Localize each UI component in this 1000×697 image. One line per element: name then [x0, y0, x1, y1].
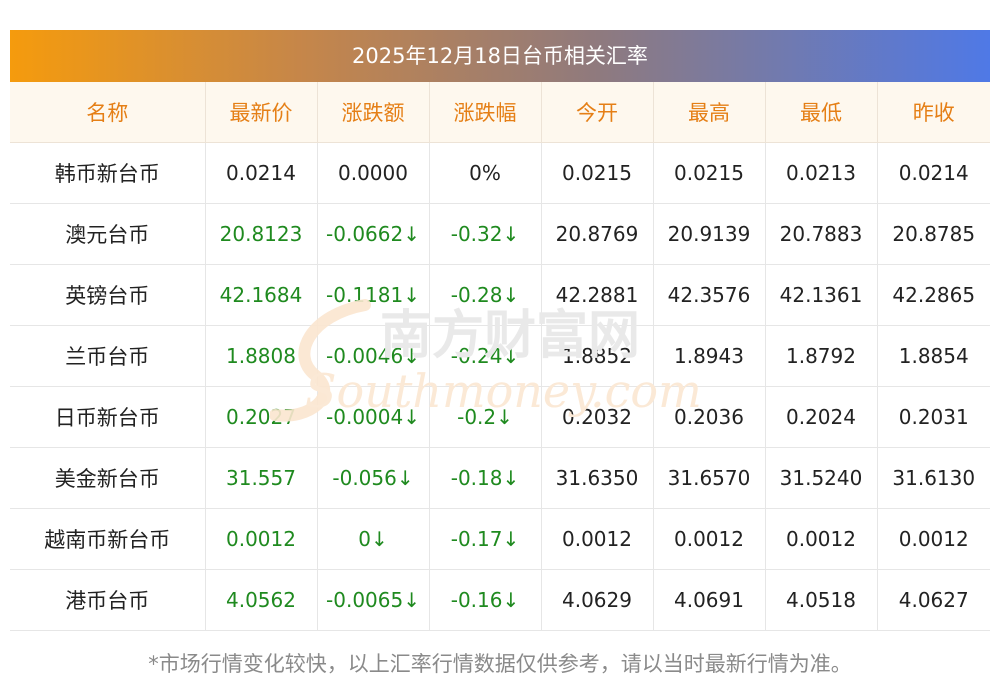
- change-amount: -0.0065↓: [316, 569, 429, 631]
- change-amount: -0.1181↓: [316, 264, 429, 326]
- change-percent: -0.18↓: [428, 447, 541, 509]
- open-price: 4.0629: [540, 569, 653, 631]
- header-change: 涨跌额: [316, 82, 429, 143]
- prev-close-price: 4.0627: [876, 569, 990, 631]
- high-price: 1.8943: [652, 325, 765, 387]
- currency-pair-name: 韩币新台币: [10, 142, 205, 204]
- latest-price: 20.8123: [204, 203, 317, 265]
- high-price: 4.0691: [652, 569, 765, 631]
- currency-pair-name: 日币新台币: [10, 386, 205, 448]
- currency-pair-name: 英镑台币: [10, 264, 205, 326]
- open-price: 0.2032: [540, 386, 653, 448]
- change-percent: -0.2↓: [428, 386, 541, 448]
- latest-price: 1.8808: [204, 325, 317, 387]
- low-price: 0.0012: [764, 508, 877, 570]
- table-row: 英镑台币 42.1684 -0.1181↓ -0.28↓ 42.2881 42.3576 4…: [10, 264, 990, 326]
- change-percent: -0.28↓: [428, 264, 541, 326]
- low-price: 0.0213: [764, 142, 877, 204]
- open-price: 42.2881: [540, 264, 653, 326]
- header-latest: 最新价: [204, 82, 317, 143]
- prev-close-price: 42.2865: [876, 264, 990, 326]
- change-amount: -0.0046↓: [316, 325, 429, 387]
- header-high: 最高: [652, 82, 765, 143]
- table-row: 港币台币 4.0562 -0.0065↓ -0.16↓ 4.0629 4.0691 4.05…: [10, 569, 990, 631]
- prev-close-price: 31.6130: [876, 447, 990, 509]
- exchange-rate-table: 名称 最新价 涨跌额 涨跌幅 今开 最高 最低 昨收 韩币新台币 0.0214 0.…: [10, 82, 990, 631]
- table-row: 美金新台币 31.557 -0.056↓ -0.18↓ 31.6350 31.6570 31…: [10, 447, 990, 509]
- table-header-row: 名称 最新价 涨跌额 涨跌幅 今开 最高 最低 昨收: [10, 82, 990, 143]
- latest-price: 0.0012: [204, 508, 317, 570]
- latest-price: 42.1684: [204, 264, 317, 326]
- latest-price: 0.2027: [204, 386, 317, 448]
- change-percent: -0.16↓: [428, 569, 541, 631]
- currency-pair-name: 美金新台币: [10, 447, 205, 509]
- disclaimer-footnote: *市场行情变化较快，以上汇率行情数据仅供参考，请以当时最新行情为准。: [148, 652, 852, 676]
- header-low: 最低: [764, 82, 877, 143]
- prev-close-price: 0.2031: [876, 386, 990, 448]
- currency-pair-name: 港币台币: [10, 569, 205, 631]
- latest-price: 31.557: [204, 447, 317, 509]
- change-amount: -0.0004↓: [316, 386, 429, 448]
- currency-pair-name: 越南币新台币: [10, 508, 205, 570]
- change-amount: -0.0662↓: [316, 203, 429, 265]
- table-row: 兰币台币 1.8808 -0.0046↓ -0.24↓ 1.8852 1.8943 1.87…: [10, 325, 990, 387]
- low-price: 4.0518: [764, 569, 877, 631]
- low-price: 20.7883: [764, 203, 877, 265]
- high-price: 0.0215: [652, 142, 765, 204]
- header-prev-close: 昨收: [876, 82, 990, 143]
- table-row: 越南币新台币 0.0012 0↓ -0.17↓ 0.0012 0.0012 0.0012 0.…: [10, 508, 990, 570]
- latest-price: 4.0562: [204, 569, 317, 631]
- table-row: 日币新台币 0.2027 -0.0004↓ -0.2↓ 0.2032 0.2036 0.20…: [10, 386, 990, 448]
- prev-close-price: 1.8854: [876, 325, 990, 387]
- high-price: 0.2036: [652, 386, 765, 448]
- prev-close-price: 20.8785: [876, 203, 990, 265]
- high-price: 0.0012: [652, 508, 765, 570]
- header-open: 今开: [540, 82, 653, 143]
- prev-close-price: 0.0012: [876, 508, 990, 570]
- low-price: 31.5240: [764, 447, 877, 509]
- change-percent: 0%: [428, 142, 541, 204]
- low-price: 1.8792: [764, 325, 877, 387]
- open-price: 0.0215: [540, 142, 653, 204]
- change-percent: -0.24↓: [428, 325, 541, 387]
- prev-close-price: 0.0214: [876, 142, 990, 204]
- low-price: 0.2024: [764, 386, 877, 448]
- high-price: 20.9139: [652, 203, 765, 265]
- high-price: 42.3576: [652, 264, 765, 326]
- header-change-pct: 涨跌幅: [428, 82, 541, 143]
- high-price: 31.6570: [652, 447, 765, 509]
- open-price: 20.8769: [540, 203, 653, 265]
- currency-pair-name: 澳元台币: [10, 203, 205, 265]
- change-amount: 0↓: [316, 508, 429, 570]
- open-price: 31.6350: [540, 447, 653, 509]
- table-row: 韩币新台币 0.0214 0.0000 0% 0.0215 0.0215 0.0213 0.0…: [10, 142, 990, 204]
- latest-price: 0.0214: [204, 142, 317, 204]
- header-name: 名称: [10, 82, 205, 143]
- open-price: 1.8852: [540, 325, 653, 387]
- change-amount: -0.056↓: [316, 447, 429, 509]
- change-percent: -0.17↓: [428, 508, 541, 570]
- page-title: 2025年12月18日台币相关汇率: [10, 30, 990, 82]
- table-row: 澳元台币 20.8123 -0.0662↓ -0.32↓ 20.8769 20.9139 2…: [10, 203, 990, 265]
- currency-pair-name: 兰币台币: [10, 325, 205, 387]
- low-price: 42.1361: [764, 264, 877, 326]
- change-amount: 0.0000: [316, 142, 429, 204]
- change-percent: -0.32↓: [428, 203, 541, 265]
- open-price: 0.0012: [540, 508, 653, 570]
